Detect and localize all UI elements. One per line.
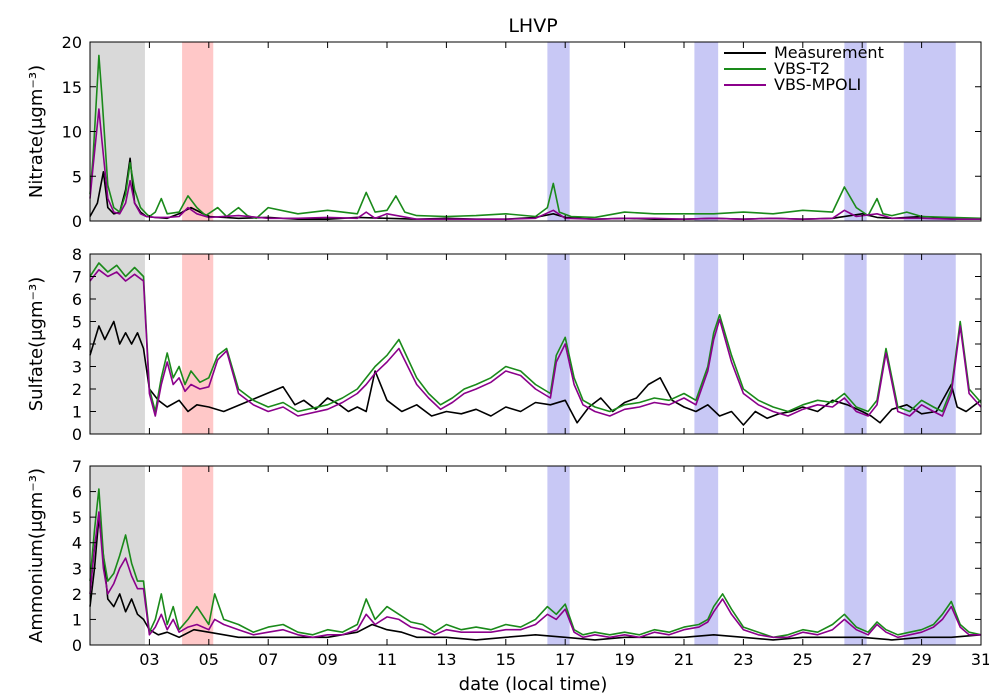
y-tick-label: 5 [72, 508, 82, 527]
shaded-period-6 [903, 42, 956, 221]
axes-frame [89, 465, 982, 646]
y-tick-label: 5 [72, 313, 82, 332]
x-tick-label: 07 [258, 650, 278, 669]
x-tick-label: 31 [971, 650, 989, 669]
y-tick-label: 2 [72, 585, 82, 604]
y-axis-label: Ammonium(μgm⁻³) [26, 468, 47, 643]
x-tick-label: 29 [911, 650, 931, 669]
y-tick-label: 4 [72, 335, 82, 354]
y-tick-label: 0 [72, 636, 82, 655]
shaded-period-2 [182, 466, 214, 645]
y-tick-label: 10 [62, 123, 82, 142]
y-tick-label: 7 [72, 457, 82, 476]
x-tick-label: 15 [496, 650, 516, 669]
y-tick-label: 15 [62, 78, 82, 97]
y-tick-label: 1 [72, 403, 82, 422]
series-vbs-mpoli [89, 268, 982, 417]
legend-label: Measurement [774, 43, 884, 62]
y-tick-label: 20 [62, 33, 82, 52]
x-tick-label: 09 [317, 650, 337, 669]
x-tick-label: 27 [852, 650, 872, 669]
shaded-period-4 [694, 42, 719, 221]
y-tick-label: 4 [72, 534, 82, 553]
y-tick-label: 0 [72, 425, 82, 444]
shaded-period-4 [694, 254, 719, 434]
x-tick-label: 11 [377, 650, 397, 669]
x-tick-label: 17 [555, 650, 575, 669]
x-tick-label: 25 [793, 650, 813, 669]
shaded-period-5 [844, 42, 867, 221]
series-vbs-mpoli [89, 511, 981, 639]
chart-title: LHVP [508, 15, 557, 37]
plot-area: 05101520Nitrate(μgm⁻³)012345678Sulfate(μ… [26, 33, 989, 669]
series-measurement [89, 516, 982, 641]
shaded-period-6 [903, 466, 956, 645]
y-tick-label: 2 [72, 380, 82, 399]
y-tick-label: 3 [72, 358, 82, 377]
y-axis-label: Nitrate(μgm⁻³) [26, 65, 47, 198]
shaded-period-4 [694, 466, 719, 645]
y-tick-label: 5 [72, 167, 82, 186]
shaded-period-2 [182, 254, 214, 434]
shaded-period-5 [844, 466, 867, 645]
panel-1: 0 5 10 15 20 Nitrate(μgm⁻³) [26, 33, 982, 231]
legend-label: VBS-MPOLI [774, 75, 861, 94]
legend-label: VBS-T2 [774, 59, 830, 78]
shaded-period-1 [90, 254, 145, 434]
x-tick-label: 05 [199, 650, 219, 669]
shaded-period-3 [547, 466, 570, 645]
shaded-period-2 [182, 42, 214, 221]
x-axis-label: date (local time) [459, 674, 608, 694]
shaded-period-3 [547, 42, 570, 221]
y-tick-label: 6 [72, 290, 82, 309]
y-tick-label: 8 [72, 245, 82, 264]
y-axis-label: Sulfate(μgm⁻³) [26, 277, 47, 412]
panel-2: 0 1 2 3 4 5 6 7 8 Sulfate(μgm⁻³) [26, 245, 982, 444]
y-tick-label: 6 [72, 483, 82, 502]
x-tick-label: 03 [139, 650, 159, 669]
y-tick-label: 0 [72, 212, 82, 231]
y-tick-label: 1 [72, 610, 82, 629]
x-tick-label: 23 [733, 650, 753, 669]
shaded-period-3 [547, 254, 570, 434]
x-tick-label: 13 [436, 650, 456, 669]
series-vbs-t2 [89, 54, 982, 220]
y-tick-label: 3 [72, 559, 82, 578]
series-vbs-t2 [89, 262, 982, 413]
x-tick-label: 21 [674, 650, 694, 669]
x-tick-label: 19 [614, 650, 634, 669]
shaded-period-5 [844, 254, 867, 434]
series-vbs-t2 [89, 488, 982, 639]
y-tick-label: 7 [72, 268, 82, 287]
